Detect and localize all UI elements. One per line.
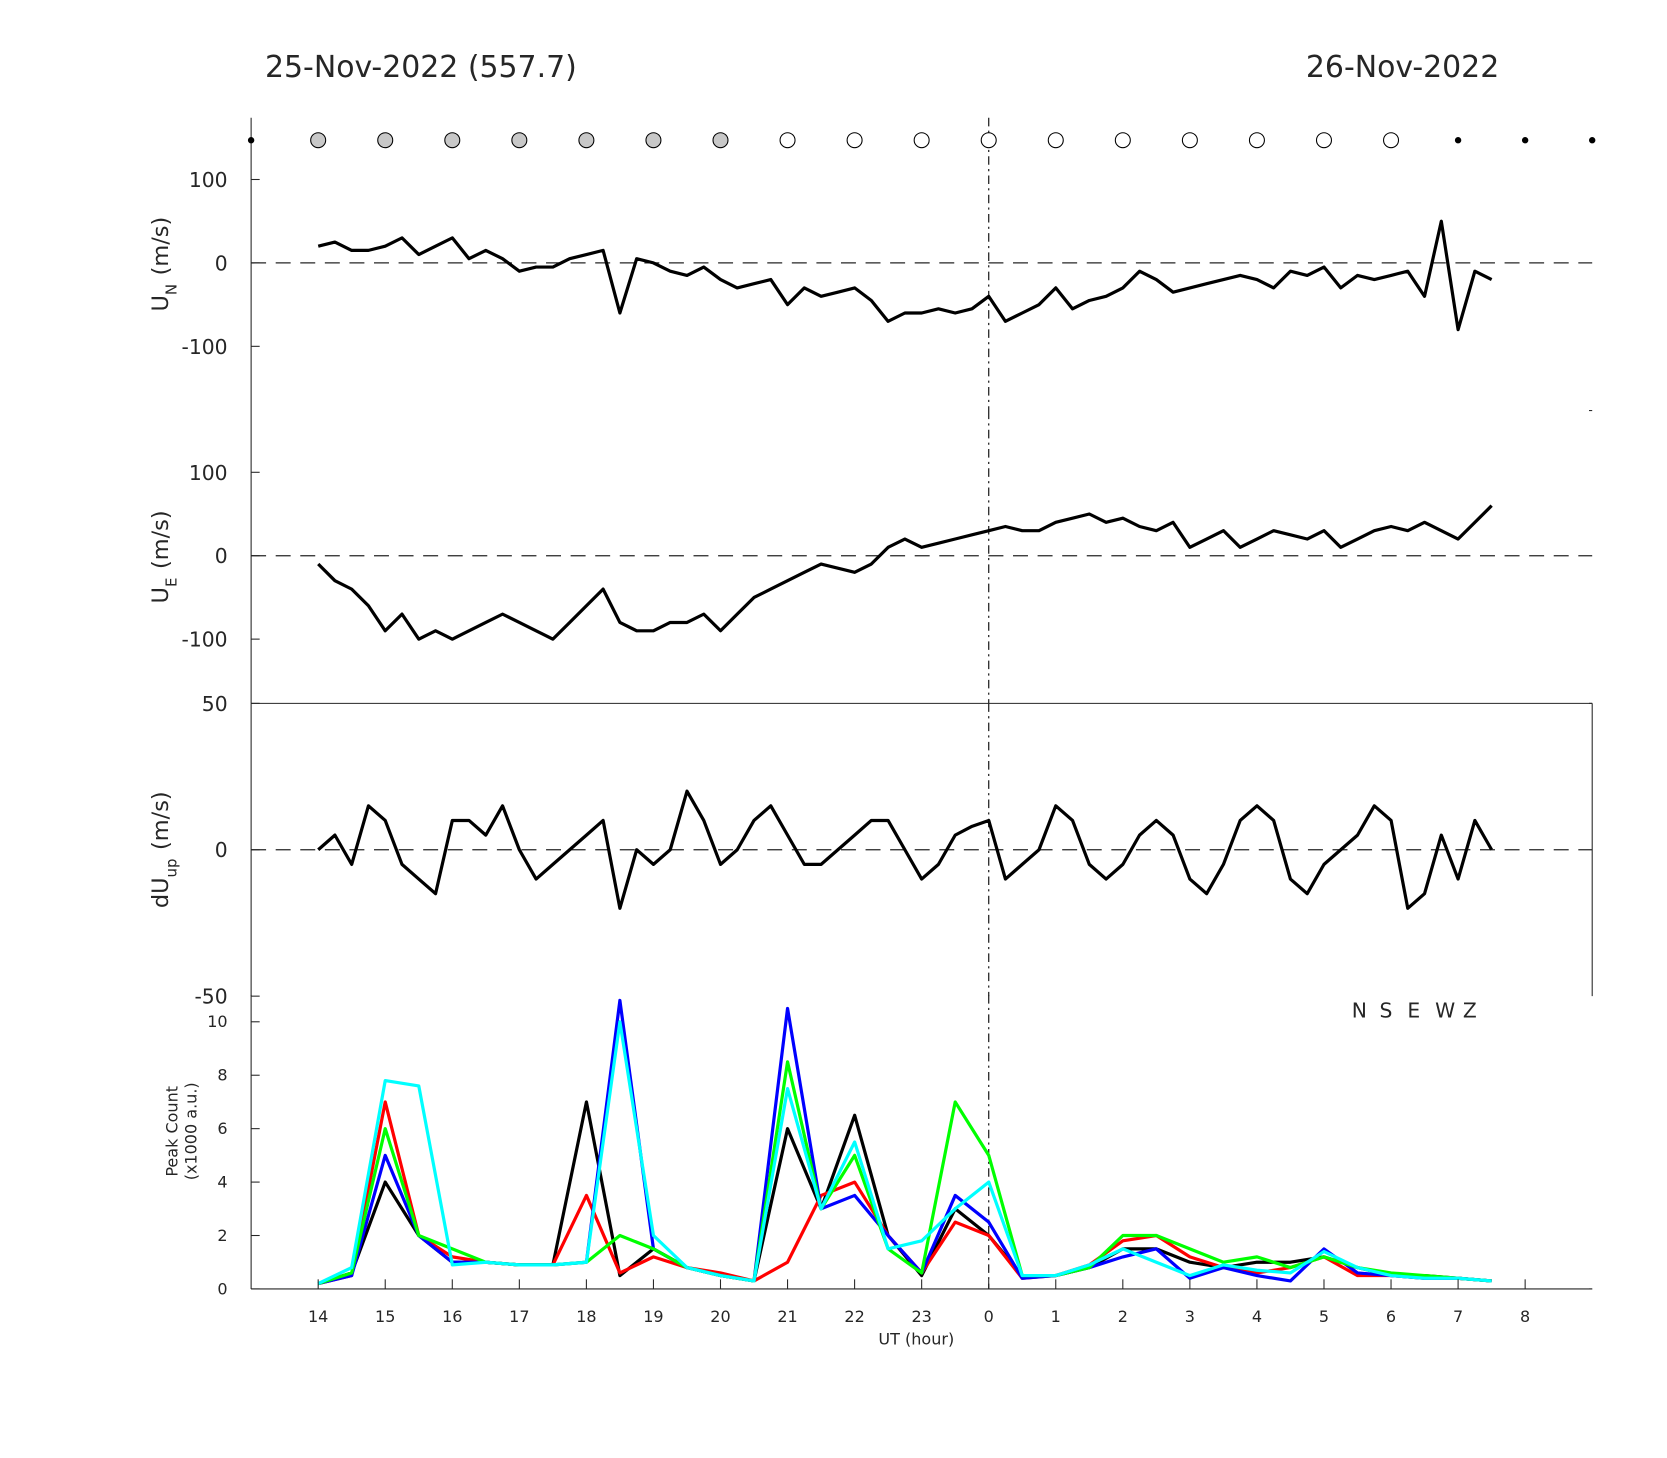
y-label-sub: N [162,284,180,295]
sky-marker [377,132,394,149]
x-tick-label: 4 [1252,1307,1262,1326]
y-tick-label: 0 [215,251,228,275]
y-tick-label: 8 [217,1066,227,1085]
sky-marker [1047,132,1064,149]
y-tick-label: 6 [217,1119,227,1138]
x-tick-label: 3 [1185,1307,1195,1326]
x-tick-label: 19 [643,1307,663,1326]
x-tick-label: 14 [308,1307,328,1326]
data-line [317,504,1493,641]
sky-marker [511,132,528,149]
sky-marker [779,132,796,149]
sky-marker [913,132,930,149]
sky-marker [1114,132,1131,149]
y-label: (x1000 a.u.) [182,1082,201,1180]
x-label: UT (hour) [878,1330,954,1349]
data-line [317,1060,1492,1286]
x-tick-label: 2 [1118,1307,1128,1326]
sky-marker [578,132,595,149]
y-label-sub: up [162,859,180,878]
y-label: UN (m/s) [148,217,181,312]
y-tick-label: 0 [215,544,228,568]
sky-marker [1248,132,1265,149]
y-label: UE (m/s) [148,510,181,603]
legend-entry: Z [1463,999,1477,1023]
x-tick-label: 1 [1051,1307,1061,1326]
y-label-main: U [148,587,174,603]
y-tick-label: 10 [207,1012,227,1031]
y-tick-label: -100 [182,335,228,359]
x-tick-label: 18 [576,1307,596,1326]
x-tick-label: 6 [1386,1307,1396,1326]
y-label-unit: (m/s) [148,510,174,569]
y-tick-label: 4 [217,1172,227,1191]
y-label: dUup (m/s) [148,791,181,908]
y-tick-label: 0 [215,838,228,862]
sky-marker [1521,137,1529,144]
y-tick-label: -50 [194,985,227,1009]
data-line [317,789,1494,910]
x-tick-label: 20 [710,1307,730,1326]
data-line [317,219,1493,332]
sky-marker [1588,137,1596,144]
sky-marker [1315,132,1332,149]
x-tick-label: 16 [442,1307,462,1326]
title-left: 25-Nov-2022 (557.7) [265,50,577,85]
x-tick-label: 7 [1453,1307,1463,1326]
x-tick-label: 22 [844,1307,864,1326]
x-tick-label: 15 [375,1307,395,1326]
sky-marker [444,132,461,149]
title-right: 26-Nov-2022 [1306,50,1499,85]
sky-marker [712,132,729,149]
x-tick-label: 8 [1520,1307,1530,1326]
y-label-sub: E [162,578,180,587]
legend-entry: S [1380,999,1393,1023]
sky-marker [980,132,997,149]
y-label-main: dU [148,877,174,908]
y-label: Peak Count [162,1086,181,1177]
x-tick-label: 23 [911,1307,931,1326]
y-label-unit: (m/s) [148,217,174,276]
legend-entry: E [1407,999,1420,1023]
y-tick-label: 100 [189,461,228,485]
legend-entry: W [1435,999,1455,1023]
sky-marker [1383,132,1400,149]
y-tick-label: 50 [202,692,228,716]
y-tick-label: 2 [217,1226,227,1245]
data-line [317,998,1492,1286]
y-label-main: U [148,295,174,311]
y-label-unit: (m/s) [148,791,174,850]
x-tick-label: 5 [1319,1307,1329,1326]
sky-marker [1181,132,1198,149]
data-line [317,1020,1492,1286]
sky-marker [1454,137,1462,144]
sky-marker [310,132,327,149]
x-tick-label: 17 [509,1307,529,1326]
sky-marker [247,137,255,144]
y-tick-label: 100 [189,168,228,192]
sky-marker [846,132,863,149]
sky-marker [645,132,662,149]
x-tick-label: 0 [984,1307,994,1326]
legend-entry: N [1352,999,1367,1023]
x-tick-label: 21 [777,1307,797,1326]
y-tick-label: -100 [182,628,228,652]
y-tick-label: 0 [217,1279,227,1298]
